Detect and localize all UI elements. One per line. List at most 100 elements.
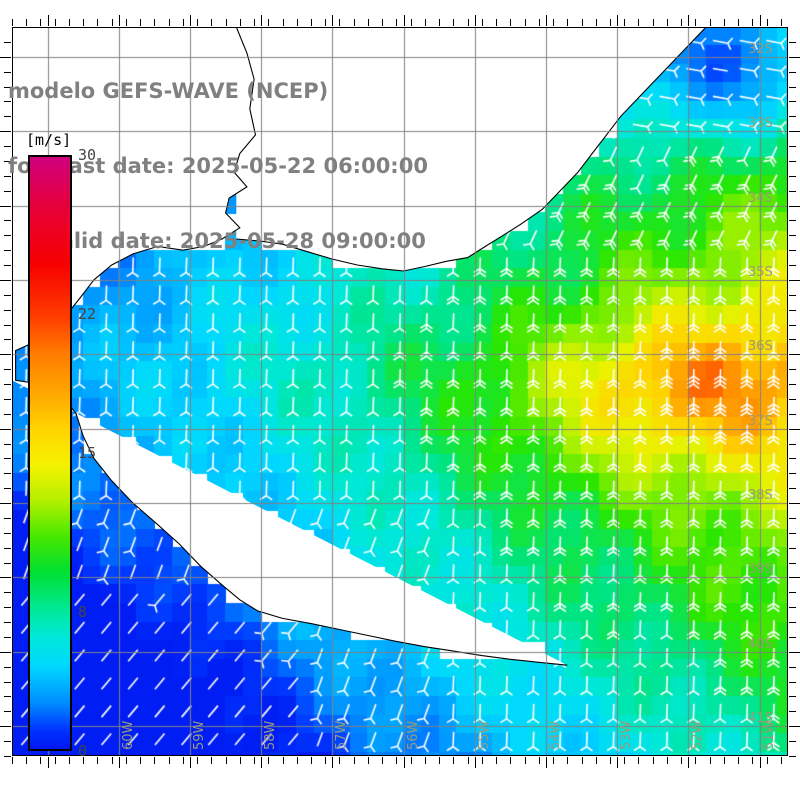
longitude-label: 53W — [619, 720, 635, 750]
longitude-label: 54W — [547, 720, 563, 750]
tick-mark — [638, 19, 639, 26]
tick-mark — [0, 577, 11, 578]
tick-mark — [4, 116, 11, 117]
colorbar[interactable] — [28, 155, 72, 751]
tick-mark — [226, 757, 227, 764]
tick-mark — [411, 19, 412, 26]
tick-mark — [368, 757, 369, 764]
tick-mark — [97, 757, 98, 764]
tick-mark — [789, 87, 796, 88]
tick-mark — [190, 15, 191, 26]
tick-mark — [325, 757, 326, 764]
tick-mark — [154, 757, 155, 764]
tick-mark — [567, 757, 568, 764]
tick-mark — [789, 756, 796, 757]
lat-lon-gridlines — [12, 27, 788, 756]
tick-mark — [681, 757, 682, 764]
tick-mark — [738, 19, 739, 26]
tick-mark — [789, 533, 796, 534]
tick-mark — [789, 444, 796, 445]
tick-mark — [0, 280, 11, 281]
longitude-label: 57W — [334, 720, 350, 750]
tick-mark — [425, 757, 426, 764]
tick-mark — [4, 191, 11, 192]
tick-mark — [368, 19, 369, 26]
tick-mark — [354, 757, 355, 764]
tick-mark — [789, 161, 796, 162]
tick-mark — [332, 15, 333, 26]
tick-mark — [40, 757, 41, 764]
tick-mark — [240, 19, 241, 26]
tick-mark — [695, 757, 696, 764]
tick-mark — [4, 220, 11, 221]
tick-mark — [617, 757, 618, 768]
tick-mark — [653, 19, 654, 26]
longitude-label: 58W — [263, 720, 279, 750]
tick-mark — [767, 757, 768, 764]
tick-mark — [297, 19, 298, 26]
tick-mark — [475, 15, 476, 26]
colorbar-unit-label: [m/s] — [26, 131, 72, 149]
tick-mark — [261, 15, 262, 26]
tick-mark — [190, 757, 191, 768]
tick-mark — [789, 399, 796, 400]
tick-mark — [4, 101, 11, 102]
tick-mark — [789, 250, 796, 251]
tick-mark — [325, 19, 326, 26]
tick-mark — [4, 325, 11, 326]
map-plot-area[interactable] — [12, 27, 788, 756]
tick-mark — [4, 696, 11, 697]
tick-mark — [510, 757, 511, 764]
tick-mark — [382, 19, 383, 26]
tick-mark — [48, 757, 49, 768]
latitude-label: 40S — [748, 636, 773, 652]
tick-mark — [4, 548, 11, 549]
tick-mark — [169, 19, 170, 26]
tick-mark — [553, 19, 554, 26]
tick-mark — [4, 295, 11, 296]
tick-mark — [789, 369, 796, 370]
tick-mark — [789, 488, 796, 489]
tick-mark — [268, 757, 269, 764]
tick-mark — [789, 607, 796, 608]
tick-mark — [4, 87, 11, 88]
tick-mark — [789, 548, 796, 549]
tick-mark — [311, 757, 312, 764]
tick-mark — [681, 19, 682, 26]
tick-mark — [183, 757, 184, 764]
tick-mark — [539, 19, 540, 26]
tick-mark — [0, 131, 11, 132]
tick-mark — [0, 652, 11, 653]
tick-mark — [789, 101, 796, 102]
latitude-label: 41S — [748, 711, 773, 727]
tick-mark — [789, 176, 796, 177]
tick-mark — [4, 369, 11, 370]
tick-mark — [582, 757, 583, 764]
tick-mark — [789, 726, 800, 727]
latitude-label: 36S — [748, 339, 773, 355]
tick-mark — [254, 19, 255, 26]
latitude-label: 38S — [748, 488, 773, 504]
tick-mark — [789, 741, 796, 742]
tick-mark — [4, 339, 11, 340]
tick-mark — [710, 757, 711, 764]
tick-mark — [624, 19, 625, 26]
tick-mark — [4, 72, 11, 73]
tick-mark — [112, 19, 113, 26]
tick-mark — [789, 652, 800, 653]
tick-mark — [4, 518, 11, 519]
colorbar-tick-label: 0 — [78, 742, 88, 760]
tick-mark — [69, 19, 70, 26]
longitude-label: 52W — [690, 720, 706, 750]
tick-mark — [197, 757, 198, 764]
tick-mark — [638, 757, 639, 764]
tick-mark — [789, 116, 796, 117]
tick-mark — [789, 191, 796, 192]
colorbar-gradient — [28, 155, 72, 751]
colorbar-tick-label: 15 — [78, 444, 97, 462]
tick-mark — [789, 473, 796, 474]
tick-mark — [610, 19, 611, 26]
tick-mark — [525, 19, 526, 26]
tick-mark — [26, 19, 27, 26]
tick-mark — [789, 458, 796, 459]
